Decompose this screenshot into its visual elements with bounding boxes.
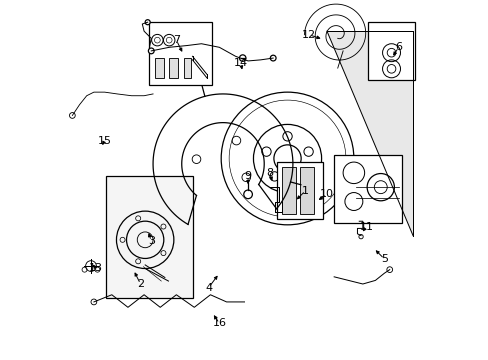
Bar	[169, 58, 178, 78]
Bar	[149, 22, 212, 85]
Text: 15: 15	[98, 136, 111, 145]
Bar	[333, 155, 402, 223]
Circle shape	[270, 55, 276, 61]
Bar	[282, 167, 296, 214]
Text: 11: 11	[359, 222, 373, 231]
Text: 10: 10	[319, 189, 333, 199]
Circle shape	[148, 48, 154, 54]
Bar	[155, 58, 163, 78]
Bar	[276, 162, 323, 220]
Bar	[300, 167, 314, 214]
Circle shape	[386, 267, 392, 273]
Bar	[106, 176, 192, 298]
Text: 5: 5	[380, 254, 387, 264]
Text: 1: 1	[302, 186, 308, 196]
Circle shape	[91, 299, 97, 305]
Text: 4: 4	[204, 283, 212, 293]
Text: 8: 8	[265, 168, 273, 178]
Text: 2: 2	[137, 279, 144, 289]
Bar	[367, 22, 414, 80]
Circle shape	[69, 113, 75, 118]
Text: 6: 6	[394, 42, 402, 52]
Polygon shape	[326, 31, 412, 235]
Circle shape	[239, 55, 245, 61]
Circle shape	[145, 20, 150, 25]
Text: 13: 13	[88, 263, 102, 273]
Text: 14: 14	[233, 58, 247, 68]
Text: 3: 3	[147, 236, 154, 246]
Text: 9: 9	[244, 171, 251, 181]
Text: 16: 16	[212, 319, 226, 328]
Text: 7: 7	[172, 35, 180, 45]
Text: 12: 12	[302, 30, 315, 40]
Bar	[183, 58, 190, 78]
